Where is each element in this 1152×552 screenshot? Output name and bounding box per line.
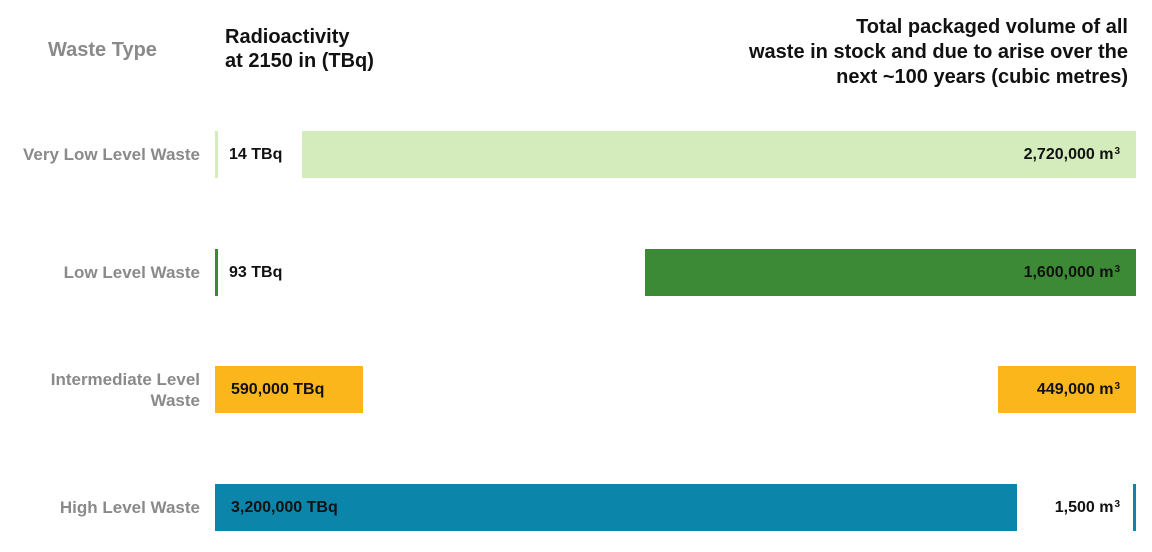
radioactivity-header-line-1: Radioactivity bbox=[225, 26, 350, 48]
category-label-line: High Level Waste bbox=[59, 498, 200, 517]
category-label: High Level Waste bbox=[0, 497, 200, 518]
radioactivity-header: Radioactivity at 2150 in (TBq) bbox=[225, 25, 374, 73]
radioactivity-bar bbox=[215, 484, 1017, 531]
volume-value-label: 2,720,000 m3 bbox=[1024, 145, 1120, 165]
volume-unit-superscript: 3 bbox=[1114, 498, 1120, 510]
volume-value-text: 2,720,000 m bbox=[1023, 145, 1114, 163]
volume-value-text: 1,500 m bbox=[1054, 498, 1114, 516]
volume-value-text: 449,000 m bbox=[1036, 380, 1114, 398]
volume-value-label: 1,600,000 m3 bbox=[1024, 263, 1120, 283]
radioactivity-value-label: 14 TBq bbox=[229, 145, 283, 163]
volume-unit-superscript: 3 bbox=[1114, 145, 1120, 157]
category-label: Low Level Waste bbox=[0, 262, 200, 283]
radioactivity-bar bbox=[215, 249, 218, 296]
radioactivity-value-label: 93 TBq bbox=[229, 263, 283, 281]
waste-type-header: Waste Type bbox=[48, 39, 157, 61]
volume-unit-superscript: 3 bbox=[1114, 263, 1120, 275]
volume-bar bbox=[1133, 484, 1136, 531]
volume-bar bbox=[302, 131, 1136, 178]
category-label: Intermediate Level Waste bbox=[0, 369, 200, 411]
volume-value-text: 1,600,000 m bbox=[1023, 263, 1114, 281]
volume-bar bbox=[998, 366, 1136, 413]
volume-value-label: 1,500 m3 bbox=[1055, 498, 1120, 518]
radioactivity-header-line-2: at 2150 in (TBq) bbox=[225, 50, 374, 72]
volume-bar bbox=[645, 249, 1136, 296]
category-label-line: Very Low Level Waste bbox=[23, 145, 200, 164]
volume-value-label: 449,000 m3 bbox=[1037, 380, 1120, 400]
volume-header-line-1: Total packaged volume of all bbox=[856, 16, 1128, 38]
category-label: Very Low Level Waste bbox=[0, 144, 200, 165]
volume-header-line-3: next ~100 years (cubic metres) bbox=[836, 66, 1128, 88]
radioactivity-bar bbox=[215, 366, 363, 413]
radioactivity-value-label: 590,000 TBq bbox=[231, 380, 325, 398]
radioactivity-bar bbox=[215, 131, 218, 178]
volume-unit-superscript: 3 bbox=[1114, 380, 1120, 392]
category-label-line: Intermediate Level bbox=[50, 369, 200, 389]
volume-header: Total packaged volume of all waste in st… bbox=[608, 15, 1128, 90]
category-label-line: Waste bbox=[150, 390, 200, 410]
radioactivity-value-label: 3,200,000 TBq bbox=[231, 498, 338, 516]
category-label-line: Low Level Waste bbox=[63, 263, 200, 282]
volume-header-line-2: waste in stock and due to arise over the bbox=[748, 41, 1128, 63]
